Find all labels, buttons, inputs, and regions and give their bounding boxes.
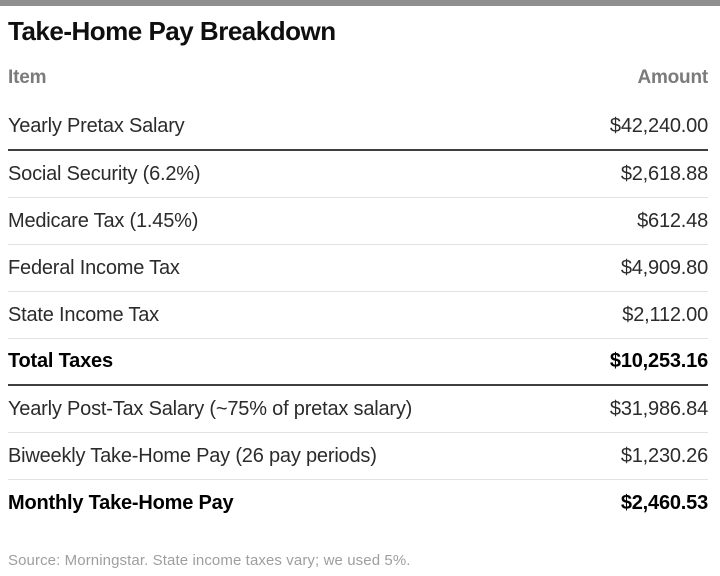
take-home-pay-table: Take-Home Pay Breakdown Item Amount Year… — [0, 15, 720, 569]
row-amount-value: $31,986.84 — [609, 397, 708, 420]
column-header-item: Item — [8, 67, 47, 88]
row-amount-value: $2,460.53 — [620, 492, 708, 514]
row-amount-value: $10,253.16 — [609, 350, 708, 372]
row-item-label: Medicare Tax (1.45%) — [8, 209, 199, 232]
table-row-social-security: Social Security (6.2%) $2,618.88 — [8, 151, 708, 198]
row-item-label: Monthly Take-Home Pay — [8, 492, 234, 514]
row-item-label: Yearly Pretax Salary — [8, 115, 185, 137]
table-header-row: Item Amount — [8, 65, 708, 91]
row-item-label: Biweekly Take-Home Pay (26 pay periods) — [8, 444, 377, 467]
page-title: Take-Home Pay Breakdown — [8, 16, 336, 46]
table-row-total-taxes: Total Taxes $10,253.16 — [8, 339, 708, 386]
table-row-yearly-pretax-salary: Yearly Pretax Salary $42,240.00 — [8, 104, 708, 151]
row-amount-value: $1,230.26 — [620, 444, 708, 467]
table-row-federal-income-tax: Federal Income Tax $4,909.80 — [8, 245, 708, 292]
row-amount-value: $2,112.00 — [622, 303, 708, 326]
column-header-amount: Amount — [637, 67, 708, 88]
row-amount-value: $2,618.88 — [620, 162, 708, 185]
table-body: Yearly Pretax Salary $42,240.00 Social S… — [8, 104, 708, 527]
table-row-medicare-tax: Medicare Tax (1.45%) $612.48 — [8, 198, 708, 245]
row-amount-value: $4,909.80 — [620, 256, 708, 279]
row-amount-value: $612.48 — [637, 209, 708, 232]
table-row-state-income-tax: State Income Tax $2,112.00 — [8, 292, 708, 339]
row-item-label: Federal Income Tax — [8, 256, 180, 279]
row-item-label: State Income Tax — [8, 303, 159, 326]
table-row-biweekly-take-home-pay: Biweekly Take-Home Pay (26 pay periods) … — [8, 433, 708, 480]
top-divider-bar — [0, 0, 720, 6]
table-row-monthly-take-home-pay: Monthly Take-Home Pay $2,460.53 — [8, 480, 708, 527]
row-amount-value: $42,240.00 — [609, 115, 708, 137]
row-item-label: Yearly Post-Tax Salary (~75% of pretax s… — [8, 397, 413, 420]
row-item-label: Total Taxes — [8, 350, 113, 372]
table-row-yearly-post-tax-salary: Yearly Post-Tax Salary (~75% of pretax s… — [8, 386, 708, 433]
row-item-label: Social Security (6.2%) — [8, 162, 201, 185]
source-note: Source: Morningstar. State income taxes … — [8, 552, 411, 569]
